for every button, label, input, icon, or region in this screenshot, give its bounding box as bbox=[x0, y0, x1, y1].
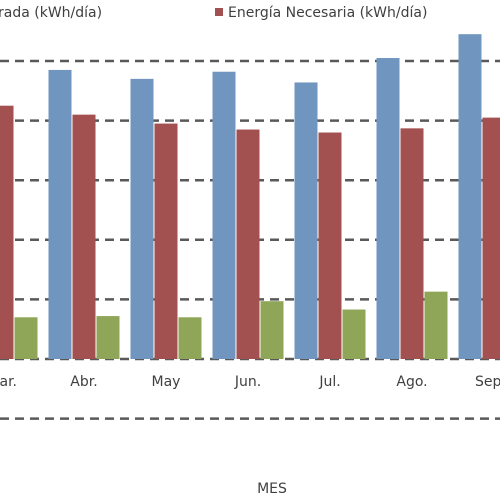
bar-series-1-Jun. bbox=[237, 130, 260, 359]
bar-series-0-May bbox=[131, 79, 154, 359]
bars bbox=[0, 34, 500, 359]
bar-series-1-Abr. bbox=[73, 115, 96, 359]
x-tick-label: Ago. bbox=[396, 374, 427, 390]
bar-series-2-Ago. bbox=[425, 292, 448, 359]
bar-series-2-Mar. bbox=[15, 317, 38, 359]
bar-series-0-Ago. bbox=[377, 58, 400, 359]
bar-series-1-Sep. bbox=[483, 118, 500, 359]
x-tick-label: May bbox=[152, 374, 181, 390]
bar-series-1-May bbox=[155, 124, 178, 359]
bar-series-2-Jun. bbox=[261, 301, 284, 359]
legend-label-necesaria: Energía Necesaria (kWh/día) bbox=[228, 5, 427, 21]
bar-series-1-Ago. bbox=[401, 128, 424, 359]
legend-label-generada: rada (kWh/día) bbox=[0, 5, 102, 21]
bar-series-0-Abr. bbox=[49, 70, 72, 359]
x-tick-label: Abr. bbox=[70, 374, 97, 390]
x-axis-title: MES bbox=[257, 481, 287, 497]
bar-series-0-Jun. bbox=[213, 72, 236, 359]
bar-series-0-Jul. bbox=[295, 82, 318, 359]
bar-series-0-Sep. bbox=[459, 34, 482, 359]
x-tick-label: Jun. bbox=[234, 374, 261, 390]
x-tick-label: Jul. bbox=[318, 374, 340, 390]
bar-series-1-Mar. bbox=[0, 106, 14, 359]
bar-series-2-Abr. bbox=[97, 316, 120, 359]
x-tick-label: ar. bbox=[0, 374, 17, 390]
category-labels: ar. Abr. May Jun. Jul. Ago. Sep bbox=[0, 374, 500, 390]
legend: rada (kWh/día) Energía Necesaria (kWh/dí… bbox=[0, 5, 427, 21]
legend-swatch-necesaria bbox=[215, 8, 223, 16]
bar-series-1-Jul. bbox=[319, 133, 342, 359]
bar-series-2-Jul. bbox=[343, 310, 366, 359]
bar-series-2-May bbox=[179, 317, 202, 359]
x-tick-label: Sep bbox=[475, 374, 500, 390]
